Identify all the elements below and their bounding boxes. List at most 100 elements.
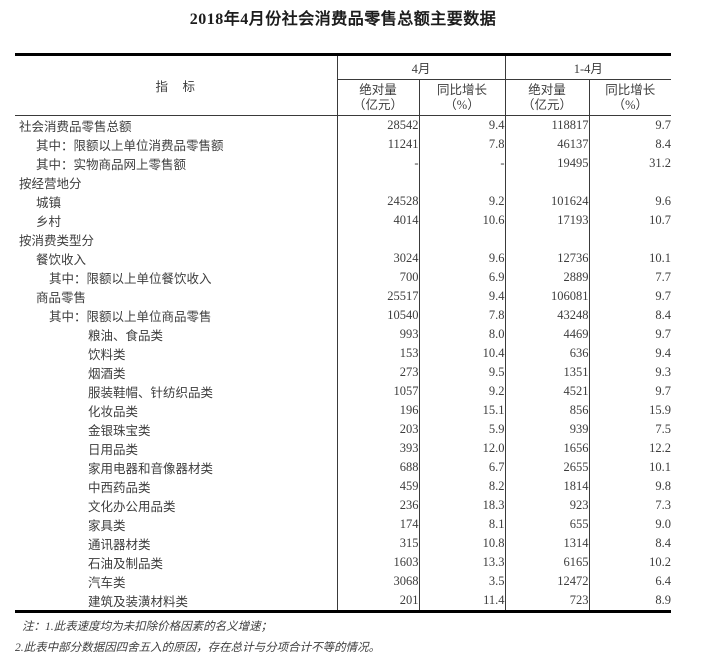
table-row: 化妆品类 196 15.1 856 15.9: [15, 401, 672, 420]
indicator-cell: 通讯器材类: [88, 538, 151, 552]
value-cell-april-yoy: -: [418, 154, 506, 173]
value-cell-jan-apr-absolute: 106081: [504, 287, 590, 306]
indicator-cell: 乡村: [36, 215, 62, 229]
value-cell-april-absolute: [336, 230, 419, 249]
value-cell-april-absolute: 459: [336, 477, 419, 496]
value-cell-april-absolute: 993: [336, 325, 419, 344]
value-cell-april-absolute: 11241: [336, 135, 419, 154]
value-cell-jan-apr-absolute: 2655: [504, 458, 590, 477]
table-row: 家用电器和音像器材类 688 6.7 2655 10.1: [15, 458, 672, 477]
value-cell-jan-apr-absolute: 101624: [504, 192, 590, 211]
value-cell-jan-apr-absolute: 43248: [504, 306, 590, 325]
table-row: 家具类 174 8.1 655 9.0: [15, 515, 672, 534]
value-cell-april-yoy: 8.1: [418, 515, 506, 534]
value-cell-april-yoy: 10.8: [418, 534, 506, 553]
value-cell-april-absolute: 688: [336, 458, 419, 477]
table-row: 饮料类 153 10.4 636 9.4: [15, 344, 672, 363]
header-row-periods: 指 标 4月 1-4月: [15, 54, 672, 116]
value-cell-april-absolute: 236: [336, 496, 419, 515]
value-cell-april-yoy: 9.4: [418, 115, 506, 135]
indicator-cell: 烟酒类: [88, 367, 126, 381]
value-cell-jan-apr-absolute: 2889: [504, 268, 590, 287]
header-row-measures: 绝对量 （亿元） 同比增长 （%） 绝对量 （亿元） 同比增长 （%）: [15, 79, 672, 116]
value-cell-jan-apr-yoy: 7.7: [588, 268, 672, 287]
value-cell-april-yoy: 5.9: [418, 420, 506, 439]
value-cell-april-yoy: 9.2: [418, 192, 506, 211]
value-cell-jan-apr-absolute: 6165: [504, 553, 590, 572]
table-header: 指 标 4月 1-4月 绝对量 （亿元） 同比增长 （%） 绝对量 （亿元）: [15, 54, 672, 116]
indicator-cell: 粮油、食品类: [88, 329, 164, 343]
value-cell-jan-apr-yoy: 9.0: [588, 515, 672, 534]
value-cell-april-yoy: 9.2: [418, 382, 506, 401]
value-cell-jan-apr-yoy: 9.4: [588, 344, 672, 363]
value-cell-april-yoy: 18.3: [418, 496, 506, 515]
value-cell-jan-apr-absolute: 923: [504, 496, 590, 515]
value-cell-jan-apr-yoy: 9.7: [588, 382, 672, 401]
header-measure-label: 绝对量: [528, 82, 566, 97]
col-header-april-yoy: 同比增长 （%）: [418, 79, 506, 116]
value-cell-jan-apr-absolute: 12472: [504, 572, 590, 591]
header-measure-label: 同比增长: [437, 82, 488, 97]
col-header-april: 4月: [336, 54, 506, 80]
value-cell-april-yoy: [418, 173, 506, 192]
value-cell-jan-apr-absolute: 1814: [504, 477, 590, 496]
table-row: 其中：限额以上单位商品零售 10540 7.8 43248 8.4: [15, 306, 672, 325]
value-cell-jan-apr-absolute: 19495: [504, 154, 590, 173]
value-cell-april-absolute: 10540: [336, 306, 419, 325]
value-cell-jan-apr-yoy: 8.4: [588, 534, 672, 553]
indicator-cell: 其中：实物商品网上零售额: [36, 158, 187, 172]
value-cell-april-yoy: 11.4: [418, 591, 506, 612]
table-row: 日用品类 393 12.0 1656 12.2: [15, 439, 672, 458]
value-cell-april-absolute: 153: [336, 344, 419, 363]
value-cell-jan-apr-yoy: [588, 173, 672, 192]
value-cell-jan-apr-yoy: 10.7: [588, 211, 672, 230]
value-cell-jan-apr-absolute: 1656: [504, 439, 590, 458]
value-cell-april-absolute: -: [336, 154, 419, 173]
indicator-cell: 其中：限额以上单位消费品零售额: [36, 139, 224, 153]
value-cell-april-absolute: 393: [336, 439, 419, 458]
value-cell-jan-apr-absolute: 46137: [504, 135, 590, 154]
value-cell-april-yoy: 3.5: [418, 572, 506, 591]
value-cell-jan-apr-absolute: 856: [504, 401, 590, 420]
value-cell-jan-apr-absolute: 636: [504, 344, 590, 363]
table-row: 石油及制品类 1603 13.3 6165 10.2: [15, 553, 672, 572]
value-cell-april-absolute: 1057: [336, 382, 419, 401]
footnote-1: 注：1.此表速度均为未扣除价格因素的名义增速；: [22, 621, 273, 633]
value-cell-jan-apr-yoy: 9.7: [588, 325, 672, 344]
value-cell-april-yoy: 9.6: [418, 249, 506, 268]
value-cell-april-absolute: 4014: [336, 211, 419, 230]
indicator-cell: 中西药品类: [88, 481, 151, 495]
value-cell-april-yoy: 6.9: [418, 268, 506, 287]
table-row: 建筑及装潢材料类 201 11.4 723 8.9: [15, 591, 672, 612]
header-measure-unit: （%）: [612, 97, 648, 112]
table-row: 其中：限额以上单位餐饮收入 700 6.9 2889 7.7: [15, 268, 672, 287]
value-cell-jan-apr-absolute: [504, 173, 590, 192]
indicator-cell: 家具类: [88, 519, 126, 533]
value-cell-jan-apr-yoy: 9.7: [588, 115, 672, 135]
value-cell-april-absolute: 3068: [336, 572, 419, 591]
indicator-cell: 汽车类: [88, 576, 126, 590]
indicator-cell: 城镇: [36, 196, 62, 210]
value-cell-april-yoy: 12.0: [418, 439, 506, 458]
table-row: 社会消费品零售总额 28542 9.4 118817 9.7: [15, 115, 672, 135]
indicator-cell: 餐饮收入: [36, 253, 87, 267]
col-header-jan-apr: 1-4月: [504, 54, 672, 80]
value-cell-jan-apr-absolute: [504, 230, 590, 249]
value-cell-jan-apr-absolute: 723: [504, 591, 590, 612]
indicator-cell: 家用电器和音像器材类: [88, 462, 214, 476]
value-cell-jan-apr-absolute: 118817: [504, 115, 590, 135]
value-cell-jan-apr-yoy: 9.6: [588, 192, 672, 211]
value-cell-april-yoy: 10.6: [418, 211, 506, 230]
table-row: 服装鞋帽、针纺织品类 1057 9.2 4521 9.7: [15, 382, 672, 401]
value-cell-jan-apr-yoy: 7.5: [588, 420, 672, 439]
value-cell-april-yoy: 8.2: [418, 477, 506, 496]
indicator-cell: 金银珠宝类: [88, 424, 151, 438]
table-row: 金银珠宝类 203 5.9 939 7.5: [15, 420, 672, 439]
col-header-jan-apr-absolute: 绝对量 （亿元）: [504, 79, 590, 116]
value-cell-jan-apr-yoy: [588, 230, 672, 249]
table-row: 乡村 4014 10.6 17193 10.7: [15, 211, 672, 230]
value-cell-jan-apr-yoy: 31.2: [588, 154, 672, 173]
table-row: 其中：限额以上单位消费品零售额 11241 7.8 46137 8.4: [15, 135, 672, 154]
value-cell-jan-apr-yoy: 10.1: [588, 249, 672, 268]
